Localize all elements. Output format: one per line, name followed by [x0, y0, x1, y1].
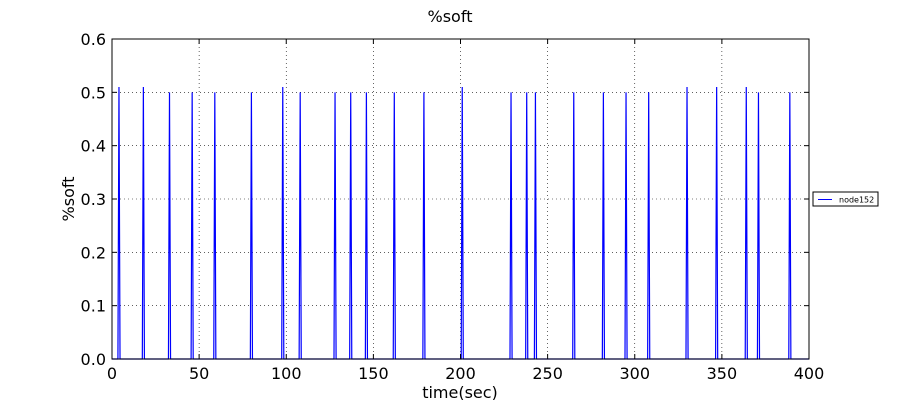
- y-tick-label: 0.4: [81, 137, 106, 156]
- y-tick-label: 0.2: [81, 243, 106, 262]
- x-tick-label: 50: [189, 364, 209, 383]
- x-tick-label: 100: [271, 364, 302, 383]
- y-tick-label: 0.6: [81, 30, 106, 49]
- y-axis-label: %soft: [59, 177, 78, 222]
- y-tick-labels: 0.0 0.1 0.2 0.3 0.4 0.5 0.6: [81, 30, 106, 369]
- y-tick-label: 0.5: [81, 83, 106, 102]
- legend-box: [812, 191, 879, 207]
- legend: node152: [812, 191, 879, 207]
- grid: [112, 39, 809, 359]
- chart-title: %soft: [428, 7, 473, 26]
- x-tick-label: 350: [707, 364, 738, 383]
- x-tick-label: 200: [445, 364, 476, 383]
- ticks: [111, 38, 810, 360]
- x-tick-label: 0: [107, 364, 117, 383]
- y-tick-label: 0.0: [81, 350, 106, 369]
- x-tick-label: 300: [619, 364, 650, 383]
- x-tick-label: 400: [794, 364, 825, 383]
- y-tick-label: 0.3: [81, 190, 106, 209]
- y-tick-label: 0.1: [81, 297, 106, 316]
- x-tick-label: 250: [532, 364, 563, 383]
- x-tick-label: 150: [358, 364, 389, 383]
- x-axis-label: time(sec): [422, 383, 498, 400]
- x-tick-labels: 0 50 100 150 200 250 300 350 400: [107, 364, 824, 383]
- legend-label: node152: [839, 196, 874, 205]
